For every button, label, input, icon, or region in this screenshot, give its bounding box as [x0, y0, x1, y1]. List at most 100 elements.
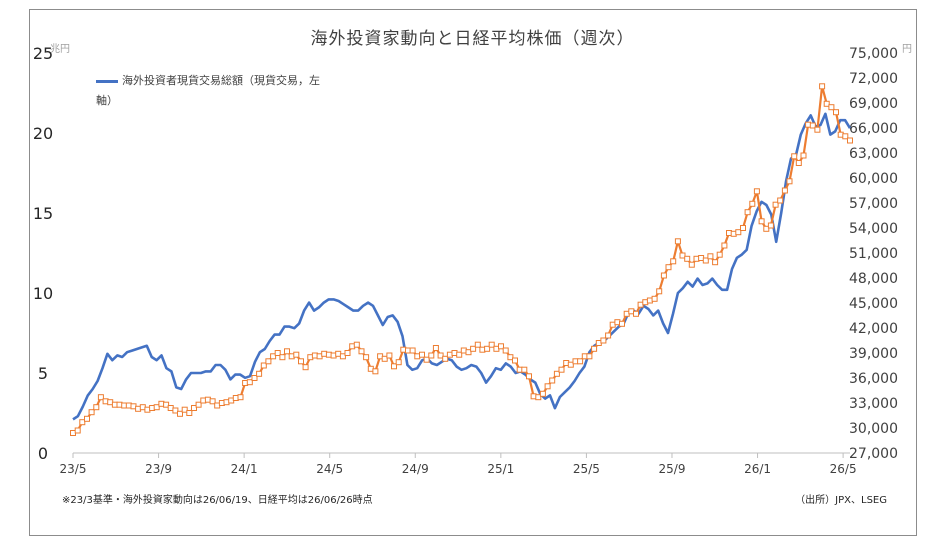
nikkei-point — [284, 348, 290, 355]
nikkei-point — [842, 133, 849, 140]
nikkei-point — [800, 152, 807, 159]
nikkei-point — [735, 229, 742, 236]
right-tick-label: 57,000 — [849, 196, 898, 212]
legend-label-line2: 軸） — [96, 94, 118, 107]
nikkei-point — [539, 390, 546, 397]
nikkei-point — [721, 242, 728, 249]
nikkei-point — [767, 222, 774, 229]
nikkei-point — [251, 375, 258, 381]
nikkei-point — [442, 355, 449, 362]
right-tick-label: 66,000 — [849, 121, 898, 137]
nikkei-point — [814, 126, 821, 133]
nikkei-point — [558, 366, 565, 373]
nikkei-point — [758, 218, 765, 225]
nikkei-point — [237, 394, 244, 401]
nikkei-point — [260, 362, 267, 369]
left-tick-label: 10 — [33, 284, 53, 303]
x-tick-label: 25/9 — [659, 462, 686, 476]
nikkei-point — [209, 398, 216, 405]
nikkei-point — [670, 258, 677, 265]
nikkei-point — [660, 272, 667, 279]
nikkei-point — [605, 332, 612, 339]
nikkei-point — [809, 122, 816, 129]
x-tick-label: 23/9 — [145, 462, 172, 476]
nikkei-point — [191, 405, 197, 411]
right-tick-label: 75,000 — [849, 46, 898, 62]
nikkei-point — [847, 137, 853, 144]
left-tick-label: 20 — [33, 124, 53, 143]
nikkei-point — [819, 83, 826, 90]
nikkei-point — [391, 363, 397, 370]
x-tick-label: 26/5 — [830, 462, 857, 476]
nikkei-point — [781, 187, 788, 194]
footnote: ※23/3基準・海外投資家動向は26/06/19、日経平均は26/06/26時点 — [62, 495, 373, 506]
nikkei-point — [688, 261, 695, 268]
x-tick-label: 24/5 — [316, 462, 343, 476]
nikkei-point — [795, 160, 802, 166]
nikkei-point — [702, 257, 709, 264]
nikkei-point — [753, 188, 760, 195]
nikkei-point — [93, 404, 100, 411]
nikkei-point — [270, 353, 277, 360]
nikkei-point — [465, 349, 472, 356]
nikkei-point — [293, 351, 300, 358]
nikkei-point — [186, 410, 193, 416]
nikkei-point — [432, 345, 439, 351]
nikkei-point — [84, 415, 90, 422]
nikkei-point — [544, 383, 551, 390]
right-tick-label: 48,000 — [849, 271, 898, 287]
nikkei-point — [177, 410, 183, 417]
nikkei-point — [716, 251, 723, 258]
nikkei-point — [600, 337, 607, 344]
nikkei-point — [386, 352, 393, 359]
chart-frame — [29, 9, 917, 536]
nikkei-point — [74, 427, 81, 434]
nikkei-point — [833, 109, 839, 116]
nikkei-point — [665, 264, 672, 271]
left-axis-unit: 兆円 — [50, 44, 70, 55]
series-line-nikkei — [72, 85, 851, 434]
nikkei-point — [474, 341, 481, 348]
nikkei-point — [88, 409, 95, 416]
nikkei-point — [163, 401, 170, 408]
nikkei-point — [786, 178, 793, 185]
right-tick-label: 42,000 — [849, 321, 898, 337]
x-tick-label: 24/9 — [402, 462, 429, 476]
nikkei-point — [535, 394, 542, 401]
nikkei-point — [195, 401, 202, 408]
nikkei-point — [740, 225, 746, 231]
chart-legend: 海外投資者現貨交易総額（現貨交易，左 軸） — [96, 71, 366, 111]
nikkei-point — [684, 255, 691, 262]
right-tick-label: 60,000 — [849, 171, 898, 187]
nikkei-point — [549, 377, 556, 384]
nikkei-point — [409, 347, 416, 354]
right-tick-label: 45,000 — [849, 296, 898, 312]
x-tick-label: 25/5 — [573, 462, 600, 476]
nikkei-point — [279, 354, 286, 361]
x-tick-label: 23/5 — [60, 462, 87, 476]
nikkei-point — [470, 345, 477, 352]
nikkei-point — [712, 259, 719, 266]
nikkei-point — [744, 209, 751, 216]
nikkei-point — [274, 350, 281, 356]
nikkei-point — [763, 225, 770, 232]
left-tick-label: 15 — [33, 204, 53, 223]
nikkei-point — [181, 406, 188, 413]
chart-title: 海外投資家動向と日経平均株価（週次） — [310, 29, 635, 49]
nikkei-point — [419, 351, 425, 358]
left-tick-label: 0 — [38, 444, 48, 463]
nikkei-point — [381, 355, 388, 362]
nikkei-point — [679, 252, 686, 259]
nikkei-point — [372, 368, 379, 375]
nikkei-point — [256, 370, 263, 377]
nikkei-point — [358, 348, 365, 355]
nikkei-point — [553, 370, 560, 377]
right-tick-label: 36,000 — [849, 371, 898, 387]
nikkei-point — [484, 345, 491, 352]
nikkei-point — [772, 201, 779, 208]
nikkei-point — [298, 358, 304, 365]
left-tick-label: 25 — [33, 44, 53, 63]
nikkei-point — [428, 352, 435, 359]
nikkei-point — [521, 366, 528, 373]
